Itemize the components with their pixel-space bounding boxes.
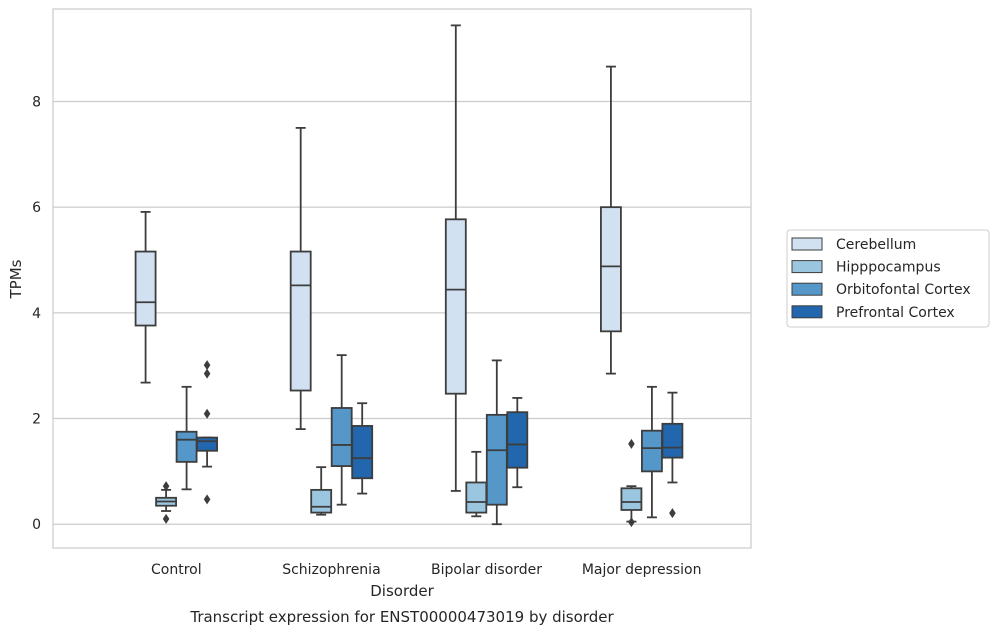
box — [134, 250, 157, 327]
outlier-point — [203, 368, 211, 379]
box — [600, 206, 622, 333]
legend-label: Prefrontal Cortex — [836, 305, 955, 321]
legend-label: Cerebellum — [836, 237, 916, 253]
box — [485, 413, 508, 506]
outlier-point — [203, 360, 211, 371]
box-series — [134, 24, 684, 528]
legend: Cerebellum Hipppocampus Orbitofontal Corte… — [786, 229, 990, 328]
series-prefrontal-cortex — [196, 360, 684, 519]
legend-swatch — [791, 260, 823, 274]
series-hipppocampus — [155, 438, 643, 528]
plot-area — [52, 8, 752, 549]
x-tick-label: Major depression — [582, 562, 702, 578]
chart-title: Transcript expression for ENST0000047301… — [189, 608, 614, 626]
box — [641, 429, 663, 473]
legend-label: Orbitofontal Cortex — [836, 282, 971, 298]
outlier-point — [203, 494, 211, 505]
box — [175, 430, 198, 463]
y-axis-label: TPMs — [7, 259, 25, 299]
box — [289, 250, 312, 392]
legend-swatch — [791, 282, 823, 296]
outlier-point — [162, 513, 170, 524]
box — [506, 411, 529, 469]
outlier-point — [628, 517, 635, 528]
box — [661, 422, 684, 459]
x-tick-label: Schizophrenia — [282, 562, 380, 578]
box — [620, 487, 643, 511]
y-tick-label: 4 — [32, 306, 41, 322]
outlier-point — [162, 481, 170, 492]
box — [196, 436, 218, 452]
y-tick-label: 2 — [32, 412, 41, 428]
y-tick-labels: 0 2 4 6 8 — [32, 94, 41, 533]
y-tick-label: 8 — [32, 94, 41, 110]
series-cerebellum — [134, 24, 622, 492]
legend-swatch — [791, 305, 823, 319]
legend-label: Hipppocampus — [836, 260, 941, 276]
legend-swatch — [791, 237, 823, 251]
box — [444, 218, 467, 395]
x-tick-label: Control — [151, 562, 202, 578]
y-tick-label: 0 — [32, 517, 41, 533]
outlier-point — [628, 438, 635, 449]
outlier-point — [669, 508, 676, 519]
x-axis-label: Disorder — [370, 582, 434, 600]
y-tick-label: 6 — [32, 200, 41, 216]
y-gridlines — [53, 100, 751, 525]
x-tick-label: Bipolar disorder — [431, 562, 542, 578]
box — [351, 425, 374, 480]
legend-frame — [786, 229, 990, 328]
x-tick-labels: Control Schizophrenia Bipolar disorder Majo… — [151, 562, 701, 578]
outlier-point — [203, 408, 211, 419]
box — [465, 481, 488, 514]
box — [330, 407, 353, 467]
box — [310, 488, 333, 514]
